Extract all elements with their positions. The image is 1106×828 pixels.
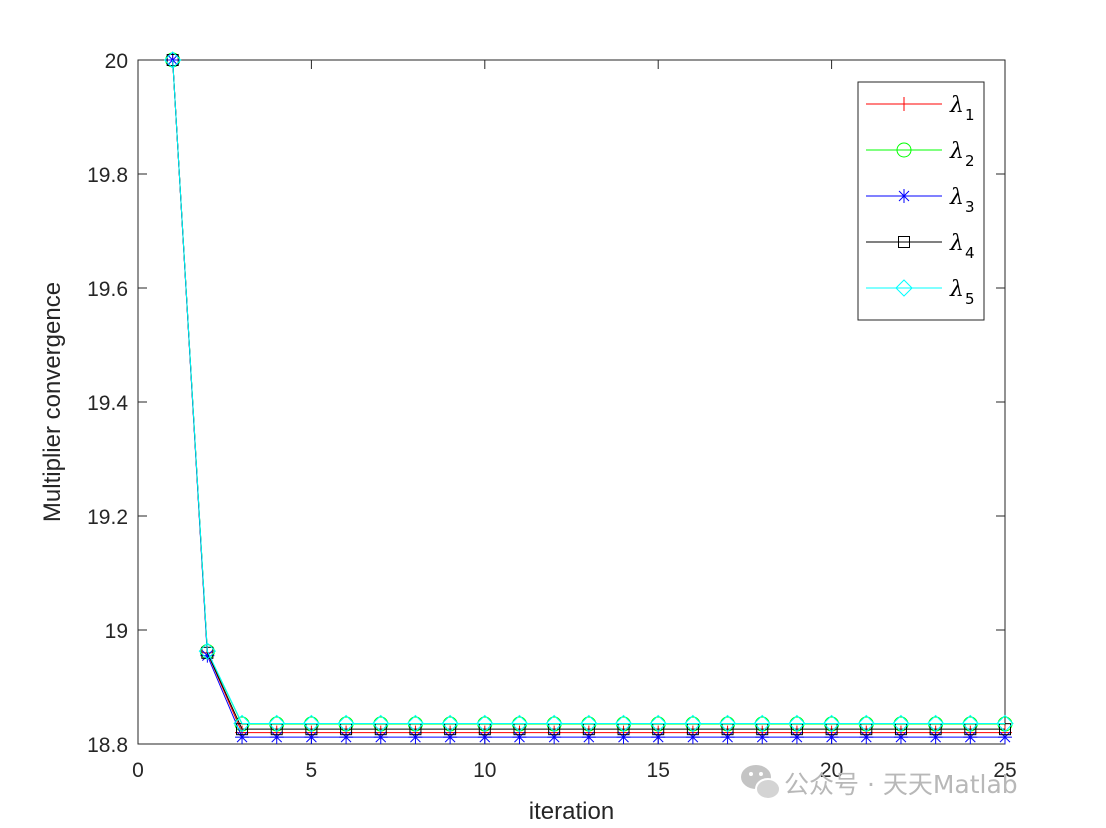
legend-label: λ2 (949, 139, 975, 170)
data-point (441, 714, 459, 733)
x-tick-label: 15 (647, 759, 670, 782)
data-point (651, 730, 666, 745)
y-tick-label: 20 (105, 50, 128, 73)
data-point (755, 730, 770, 745)
watermark: 公众号 · 天天Matlab (741, 765, 1018, 800)
y-axis-label: Multiplier convergence (39, 282, 66, 522)
axes: 0 5 10 15 20 25 18.8 19 19.2 19.4 19.6 19.8 20 (87, 50, 1017, 782)
x-tick-label: 25 (993, 759, 1016, 782)
legend-marker (897, 189, 911, 203)
data-point (616, 730, 631, 745)
data-point (859, 730, 874, 745)
data-point (372, 714, 390, 733)
data-point (720, 730, 735, 745)
data-point (547, 730, 562, 745)
data-point (510, 714, 529, 733)
data-point (998, 730, 1012, 745)
data-point (961, 714, 980, 733)
data-point (477, 730, 492, 745)
data-point (581, 730, 596, 745)
data-point (545, 714, 563, 733)
legend: λ1 λ2 λ3 λ4 λ5 (857, 81, 985, 321)
data-point (235, 730, 250, 745)
data-point (857, 714, 875, 733)
data-point (339, 730, 354, 745)
data-point (304, 730, 319, 745)
y-tick-label: 18.8 (87, 734, 128, 757)
data-point (892, 714, 910, 733)
series-5 (163, 51, 1014, 733)
x-tick-label: 20 (820, 759, 843, 782)
data-point (373, 730, 388, 745)
data-point (268, 714, 286, 733)
y-tick-label: 19.6 (87, 278, 128, 301)
data-point (684, 714, 702, 733)
wechat-icon (741, 765, 781, 800)
data-point (926, 714, 945, 733)
legend-entry: λ4 (866, 231, 975, 262)
y-tick-label: 19.4 (87, 392, 128, 415)
x-tick-label: 10 (473, 759, 496, 782)
legend-marker (895, 279, 913, 297)
data-point (753, 714, 771, 733)
data-point (824, 730, 839, 745)
x-axis-label: iteration (529, 798, 614, 825)
data-point (996, 714, 1014, 733)
data-point (476, 714, 494, 733)
data-point (963, 730, 978, 745)
legend-label: λ3 (949, 185, 975, 216)
data-point (685, 730, 700, 745)
series-line (172, 59, 1005, 724)
legend-marker (896, 142, 912, 158)
data-point (337, 714, 355, 733)
legend-label: λ4 (949, 231, 975, 262)
legend-label: λ5 (949, 277, 975, 308)
watermark-text: 公众号 · 天天Matlab (784, 770, 1018, 799)
data-point (406, 714, 425, 733)
data-point (928, 730, 943, 745)
data-point (233, 714, 251, 733)
data-point (788, 714, 806, 733)
data-point (408, 730, 423, 745)
data-point (822, 714, 841, 733)
x-tick-label: 5 (306, 759, 318, 782)
data-point (893, 730, 908, 745)
legend-entry: λ1 (866, 93, 975, 124)
data-point (198, 642, 217, 660)
data-point (443, 730, 458, 745)
x-tick-label: 0 (132, 759, 144, 782)
series-line (172, 59, 1005, 730)
legend-entry: λ3 (866, 185, 975, 216)
legend-entry: λ2 (866, 139, 975, 170)
data-point (163, 51, 182, 69)
data-point (302, 714, 321, 733)
series-layer (163, 51, 1014, 745)
data-point (789, 730, 804, 745)
legend-label: λ1 (949, 93, 975, 124)
data-point (512, 730, 527, 745)
legend-entry: λ5 (866, 277, 975, 308)
y-tick-label: 19.2 (87, 506, 128, 529)
y-tick-label: 19 (105, 620, 128, 643)
y-tick-label: 19.8 (87, 164, 128, 187)
data-point (614, 714, 633, 733)
data-point (269, 730, 284, 745)
data-point (580, 714, 598, 733)
data-point (718, 714, 737, 733)
legend-marker (898, 236, 910, 248)
data-point (649, 714, 667, 733)
legend-box (857, 81, 985, 321)
legend-marker (897, 97, 911, 111)
